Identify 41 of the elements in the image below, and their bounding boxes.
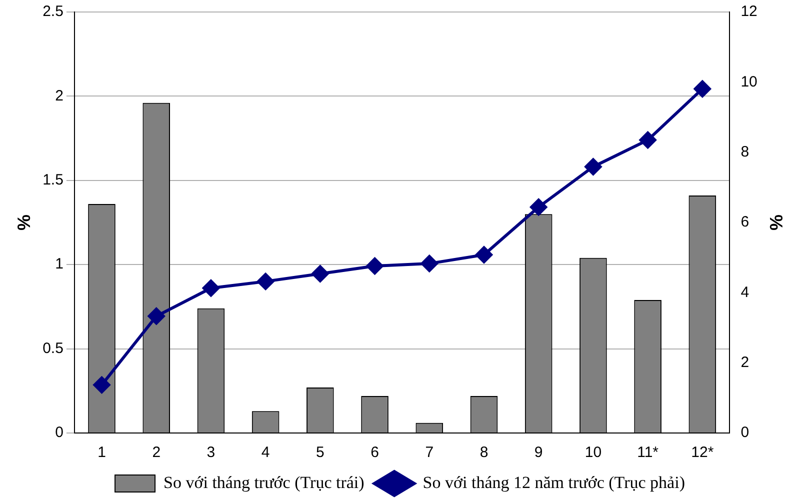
y2-tick-label: 4 <box>740 284 750 301</box>
point <box>420 255 438 272</box>
y-tick-label: 0.5 <box>42 340 64 357</box>
x-tick-label: 8 <box>480 444 488 462</box>
point <box>694 80 711 98</box>
x-tick-label: 9 <box>534 444 543 462</box>
y2-tick-label: 8 <box>740 143 750 160</box>
x-tick-label: 6 <box>370 444 379 462</box>
point <box>202 280 220 297</box>
y-tick-label: 2 <box>55 87 64 104</box>
point <box>312 265 329 282</box>
x-tick-label: 5 <box>316 444 324 462</box>
y-tick-label: 2.5 <box>42 3 64 20</box>
x-tick-label: 10 <box>584 444 602 462</box>
y-tick-label: 1.5 <box>42 172 64 189</box>
y-axis-title: % <box>14 214 34 231</box>
point <box>366 258 384 275</box>
point <box>475 246 492 264</box>
y-tick-label: 1 <box>55 256 64 273</box>
point <box>584 158 602 176</box>
point <box>639 132 656 149</box>
y2-axis-title: % <box>766 214 786 231</box>
y-tick-label: 0 <box>55 424 64 442</box>
x-tick-label: 11* <box>637 444 659 462</box>
point <box>148 308 165 325</box>
x-tick-label: 3 <box>206 444 216 462</box>
y2-tick-label: 0 <box>740 424 750 442</box>
legend-label: So với tháng trước (Trục trái) <box>164 472 364 492</box>
point <box>257 272 274 290</box>
point <box>93 376 110 394</box>
x-tick-label: 4 <box>261 444 270 462</box>
x-tick-label: 1 <box>98 444 106 462</box>
x-tick-label: 12* <box>691 444 714 462</box>
y2-tick-label: 12 <box>740 3 758 20</box>
y2-tick-label: 10 <box>740 73 758 90</box>
legend-label: So với tháng 12 năm trước (Trục phải) <box>422 472 685 492</box>
y2-tick-label: 2 <box>740 354 750 371</box>
y2-tick-label: 6 <box>740 214 750 231</box>
x-tick-label: 7 <box>425 444 434 462</box>
point <box>530 198 548 216</box>
x-tick-label: 2 <box>152 444 161 462</box>
